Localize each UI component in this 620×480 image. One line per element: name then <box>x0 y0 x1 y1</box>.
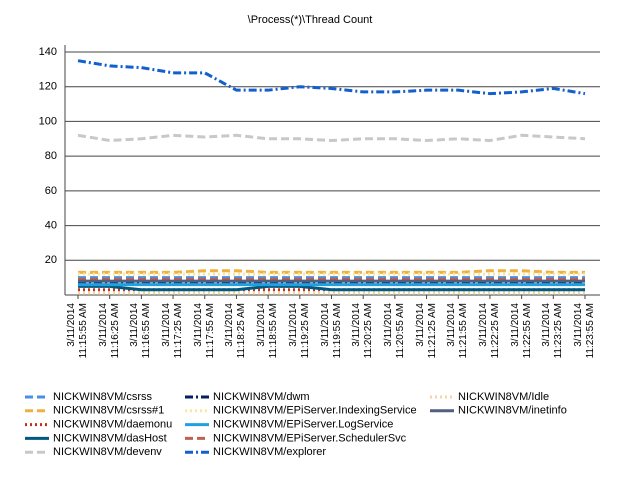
x-tick-label: 3/11/2014 11:19:25 AM <box>287 303 311 359</box>
y-tick-label: 100 <box>39 115 57 127</box>
legend-label: NICKWIN8VM/explorer <box>213 446 326 458</box>
x-tick-label: 3/11/2014 11:15:55 AM <box>66 303 89 359</box>
y-tick-label: 80 <box>45 150 57 162</box>
series-line <box>77 59 586 96</box>
series-line <box>78 284 585 292</box>
x-tick-label: 3/11/2014 11:18:25 AM <box>224 303 248 359</box>
series-line <box>77 133 586 143</box>
legend-label: NICKWIN8VM/EPiServer.SchedulerSvc <box>213 432 407 444</box>
x-tick-label: 3/11/2014 11:19:55 AM <box>319 303 343 359</box>
x-tick-label: 3/11/2014 11:22:25 AM <box>477 303 501 359</box>
x-tick-label: 3/11/2014 11:17:55 AM <box>192 303 216 359</box>
y-tick-label: 40 <box>45 219 57 231</box>
y-tick-label: 20 <box>45 254 57 266</box>
y-tick-label: 140 <box>39 46 57 58</box>
legend-label: NICKWIN8VM/csrss#1 <box>53 405 164 417</box>
x-tick-label: 3/11/2014 11:21:55 AM <box>446 303 470 359</box>
x-tick-label: 3/11/2014 11:20:55 AM <box>382 303 406 359</box>
legend-label: NICKWIN8VM/Idle <box>458 391 549 403</box>
legend-label: NICKWIN8VM/dwm <box>213 391 310 403</box>
legend-label: NICKWIN8VM/EPiServer.LogService <box>213 419 393 431</box>
x-tick-label: 3/11/2014 11:16:55 AM <box>129 303 153 359</box>
series-line <box>78 269 585 274</box>
x-tick-label: 3/11/2014 11:23:55 AM <box>573 303 596 359</box>
chart-title: \Process(*)\Thread Count <box>248 14 373 26</box>
x-tick-label: 3/11/2014 11:16:25 AM <box>97 303 121 359</box>
legend-label: NICKWIN8VM/inetinfo <box>458 405 567 417</box>
x-tick-label: 3/11/2014 11:23:25 AM <box>541 303 565 359</box>
y-tick-label: 120 <box>39 81 57 93</box>
legend-label: NICKWIN8VM/EPiServer.IndexingService <box>213 405 417 417</box>
x-tick-label: 3/11/2014 11:22:55 AM <box>509 303 533 359</box>
legend-label: NICKWIN8VM/daemonu <box>53 419 172 431</box>
legend-label: NICKWIN8VM/devenv <box>53 446 162 458</box>
legend-label: NICKWIN8VM/csrss <box>53 391 153 403</box>
x-tick-label: 3/11/2014 11:20:25 AM <box>351 303 375 359</box>
legend-label: NICKWIN8VM/dasHost <box>53 432 167 444</box>
x-tick-label: 3/11/2014 11:21:25 AM <box>414 303 438 359</box>
y-tick-label: 60 <box>45 185 57 197</box>
x-tick-label: 3/11/2014 11:18:55 AM <box>256 303 280 359</box>
x-tick-label: 3/11/2014 11:17:25 AM <box>161 303 185 359</box>
